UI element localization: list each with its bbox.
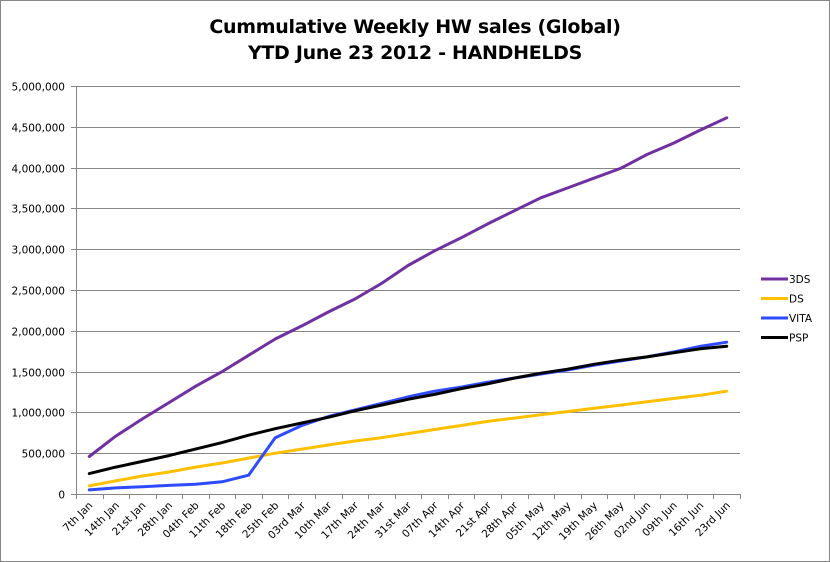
legend-label-ds: DS xyxy=(789,294,804,306)
legend-label-vita: VITA xyxy=(789,313,813,325)
series-lines xyxy=(87,116,729,492)
series-line-ds xyxy=(87,389,729,488)
y-tick-label: 4,000,000 xyxy=(12,164,65,176)
series-line-3ds xyxy=(87,116,729,458)
chart-title: Cummulative Weekly HW sales (Global) YTD… xyxy=(0,14,830,66)
legend: 3DS DS VITA PSP xyxy=(761,274,813,345)
y-tick-label: 5,000,000 xyxy=(12,82,65,94)
y-tick-label: 500,000 xyxy=(22,449,65,461)
y-tick-label: 3,500,000 xyxy=(12,204,65,216)
series-line-psp xyxy=(87,344,729,476)
y-tick-label: 2,500,000 xyxy=(12,286,65,298)
axes: 0 500,000 1,000,000 1,500,000 2,000,000 2,500… xyxy=(12,82,741,543)
legend-label-psp: PSP xyxy=(789,333,808,345)
y-tick-label: 0 xyxy=(58,490,65,502)
y-tick-label: 4,500,000 xyxy=(12,123,65,135)
y-tick-label: 3,000,000 xyxy=(12,245,65,257)
y-tick-label: 1,500,000 xyxy=(12,368,65,380)
chart-title-line-1: Cummulative Weekly HW sales (Global) xyxy=(209,16,621,38)
chart-title-line-2: YTD June 23 2012 - HANDHELDS xyxy=(247,42,583,64)
y-tick-label: 2,000,000 xyxy=(12,327,65,339)
gridlines xyxy=(76,86,740,454)
legend-label-3ds: 3DS xyxy=(789,274,811,286)
y-tick-label: 1,000,000 xyxy=(12,408,65,420)
